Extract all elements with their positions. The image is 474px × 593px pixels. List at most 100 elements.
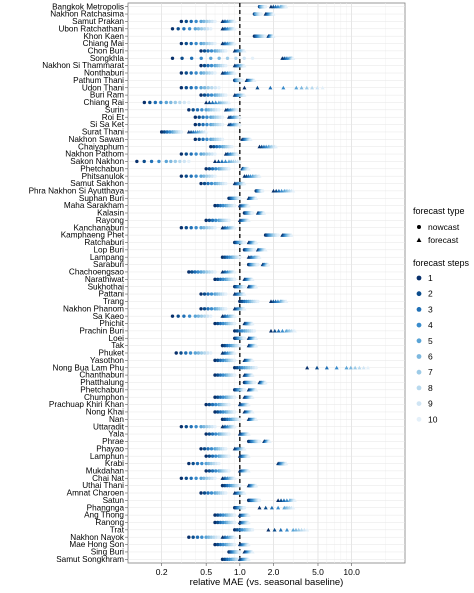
forecast-point xyxy=(304,85,309,90)
nowcast-point xyxy=(206,86,210,90)
nowcast-point xyxy=(187,270,191,274)
forecast-point xyxy=(254,284,259,289)
nowcast-point xyxy=(200,108,204,112)
nowcast-point xyxy=(227,255,232,259)
nowcast-point xyxy=(235,366,239,370)
nowcast-point xyxy=(191,535,195,539)
y-tick-label: Nakhon Phanom xyxy=(63,304,124,313)
forecast-point xyxy=(254,240,259,245)
nowcast-point xyxy=(224,292,228,296)
nowcast-point xyxy=(235,528,239,532)
nowcast-point xyxy=(199,174,203,178)
y-tick-label: Trat xyxy=(110,525,125,534)
nowcast-point xyxy=(207,108,211,112)
y-tick-label: Lampang xyxy=(90,253,125,262)
nowcast-point xyxy=(233,321,237,326)
nowcast-point xyxy=(207,476,212,480)
legend-step-label: 6 xyxy=(428,352,433,362)
nowcast-point xyxy=(202,226,206,230)
nowcast-point xyxy=(199,476,203,480)
nowcast-point xyxy=(159,100,163,105)
nowcast-point xyxy=(223,255,227,259)
nowcast-point xyxy=(148,100,152,105)
nowcast-point xyxy=(199,86,203,90)
nowcast-point xyxy=(164,100,168,105)
nowcast-point xyxy=(184,476,188,480)
nowcast-point xyxy=(235,329,239,333)
nowcast-point xyxy=(204,167,208,171)
forecast-point xyxy=(254,343,259,348)
forecast-point xyxy=(254,196,259,200)
nowcast-point xyxy=(187,314,192,318)
forecast-point xyxy=(246,542,251,547)
nowcast-point xyxy=(184,226,188,230)
forecast-point xyxy=(291,505,296,510)
nowcast-point xyxy=(204,469,208,473)
nowcast-point xyxy=(250,528,255,532)
nowcast-point xyxy=(213,270,217,274)
nowcast-point xyxy=(204,476,209,480)
nowcast-point xyxy=(157,159,161,164)
nowcast-point xyxy=(233,528,237,532)
forecast-point xyxy=(254,387,259,392)
forecast-point xyxy=(289,233,294,237)
nowcast-point xyxy=(242,366,247,370)
nowcast-point xyxy=(213,86,218,90)
nowcast-point xyxy=(197,115,201,119)
nowcast-point xyxy=(199,181,203,186)
nowcast-point xyxy=(189,476,193,480)
nowcast-point xyxy=(207,19,212,24)
forecast-point xyxy=(284,527,289,532)
nowcast-point xyxy=(221,373,225,377)
forecast-point xyxy=(210,100,215,105)
nowcast-point xyxy=(238,196,242,200)
nowcast-point xyxy=(260,189,265,193)
legend-step-label: 10 xyxy=(428,414,438,424)
forecast-point xyxy=(314,365,319,370)
forecast-point xyxy=(266,527,271,532)
nowcast-point xyxy=(184,71,188,75)
legend-step-label: 9 xyxy=(428,399,433,409)
nowcast-point xyxy=(202,49,207,53)
y-tick-label: Nong Khai xyxy=(86,408,124,417)
y-tick-label: Uttaradit xyxy=(93,422,125,431)
forecast-point xyxy=(237,122,242,127)
nowcast-point xyxy=(218,358,223,363)
nowcast-point xyxy=(209,115,213,119)
y-tick-label: Nonthaburi xyxy=(84,69,124,78)
nowcast-point xyxy=(179,226,184,230)
forecast-point xyxy=(268,328,273,333)
forecast-point xyxy=(242,181,247,186)
nowcast-point xyxy=(221,321,225,326)
forecast-point xyxy=(232,535,237,539)
nowcast-point xyxy=(196,270,200,274)
forecast-point xyxy=(204,100,209,105)
nowcast-point xyxy=(193,115,198,119)
y-tick-label: Ang Thong xyxy=(84,511,124,520)
nowcast-point xyxy=(245,366,249,370)
legend-step-swatch xyxy=(416,401,422,406)
nowcast-point xyxy=(189,174,193,178)
nowcast-point xyxy=(202,314,207,318)
nowcast-point xyxy=(257,498,262,503)
nowcast-point xyxy=(256,262,260,267)
nowcast-point xyxy=(209,447,214,451)
nowcast-point xyxy=(233,373,237,377)
forecast-point xyxy=(237,159,242,164)
nowcast-point xyxy=(254,366,258,370)
legend-step-label: 3 xyxy=(428,304,433,314)
nowcast-point xyxy=(202,351,207,355)
y-tick-label: Tak xyxy=(111,341,125,350)
nowcast-point xyxy=(213,122,218,127)
forecast-point xyxy=(361,365,366,370)
forecast-point xyxy=(226,100,231,105)
nowcast-point xyxy=(237,366,242,370)
nowcast-point xyxy=(205,27,210,31)
nowcast-point xyxy=(225,56,230,60)
forecast-point xyxy=(250,277,255,281)
nowcast-point xyxy=(225,343,229,348)
plot-panel xyxy=(127,2,406,564)
forecast-point xyxy=(276,498,281,502)
nowcast-point xyxy=(212,461,216,466)
nowcast-point xyxy=(220,557,225,562)
